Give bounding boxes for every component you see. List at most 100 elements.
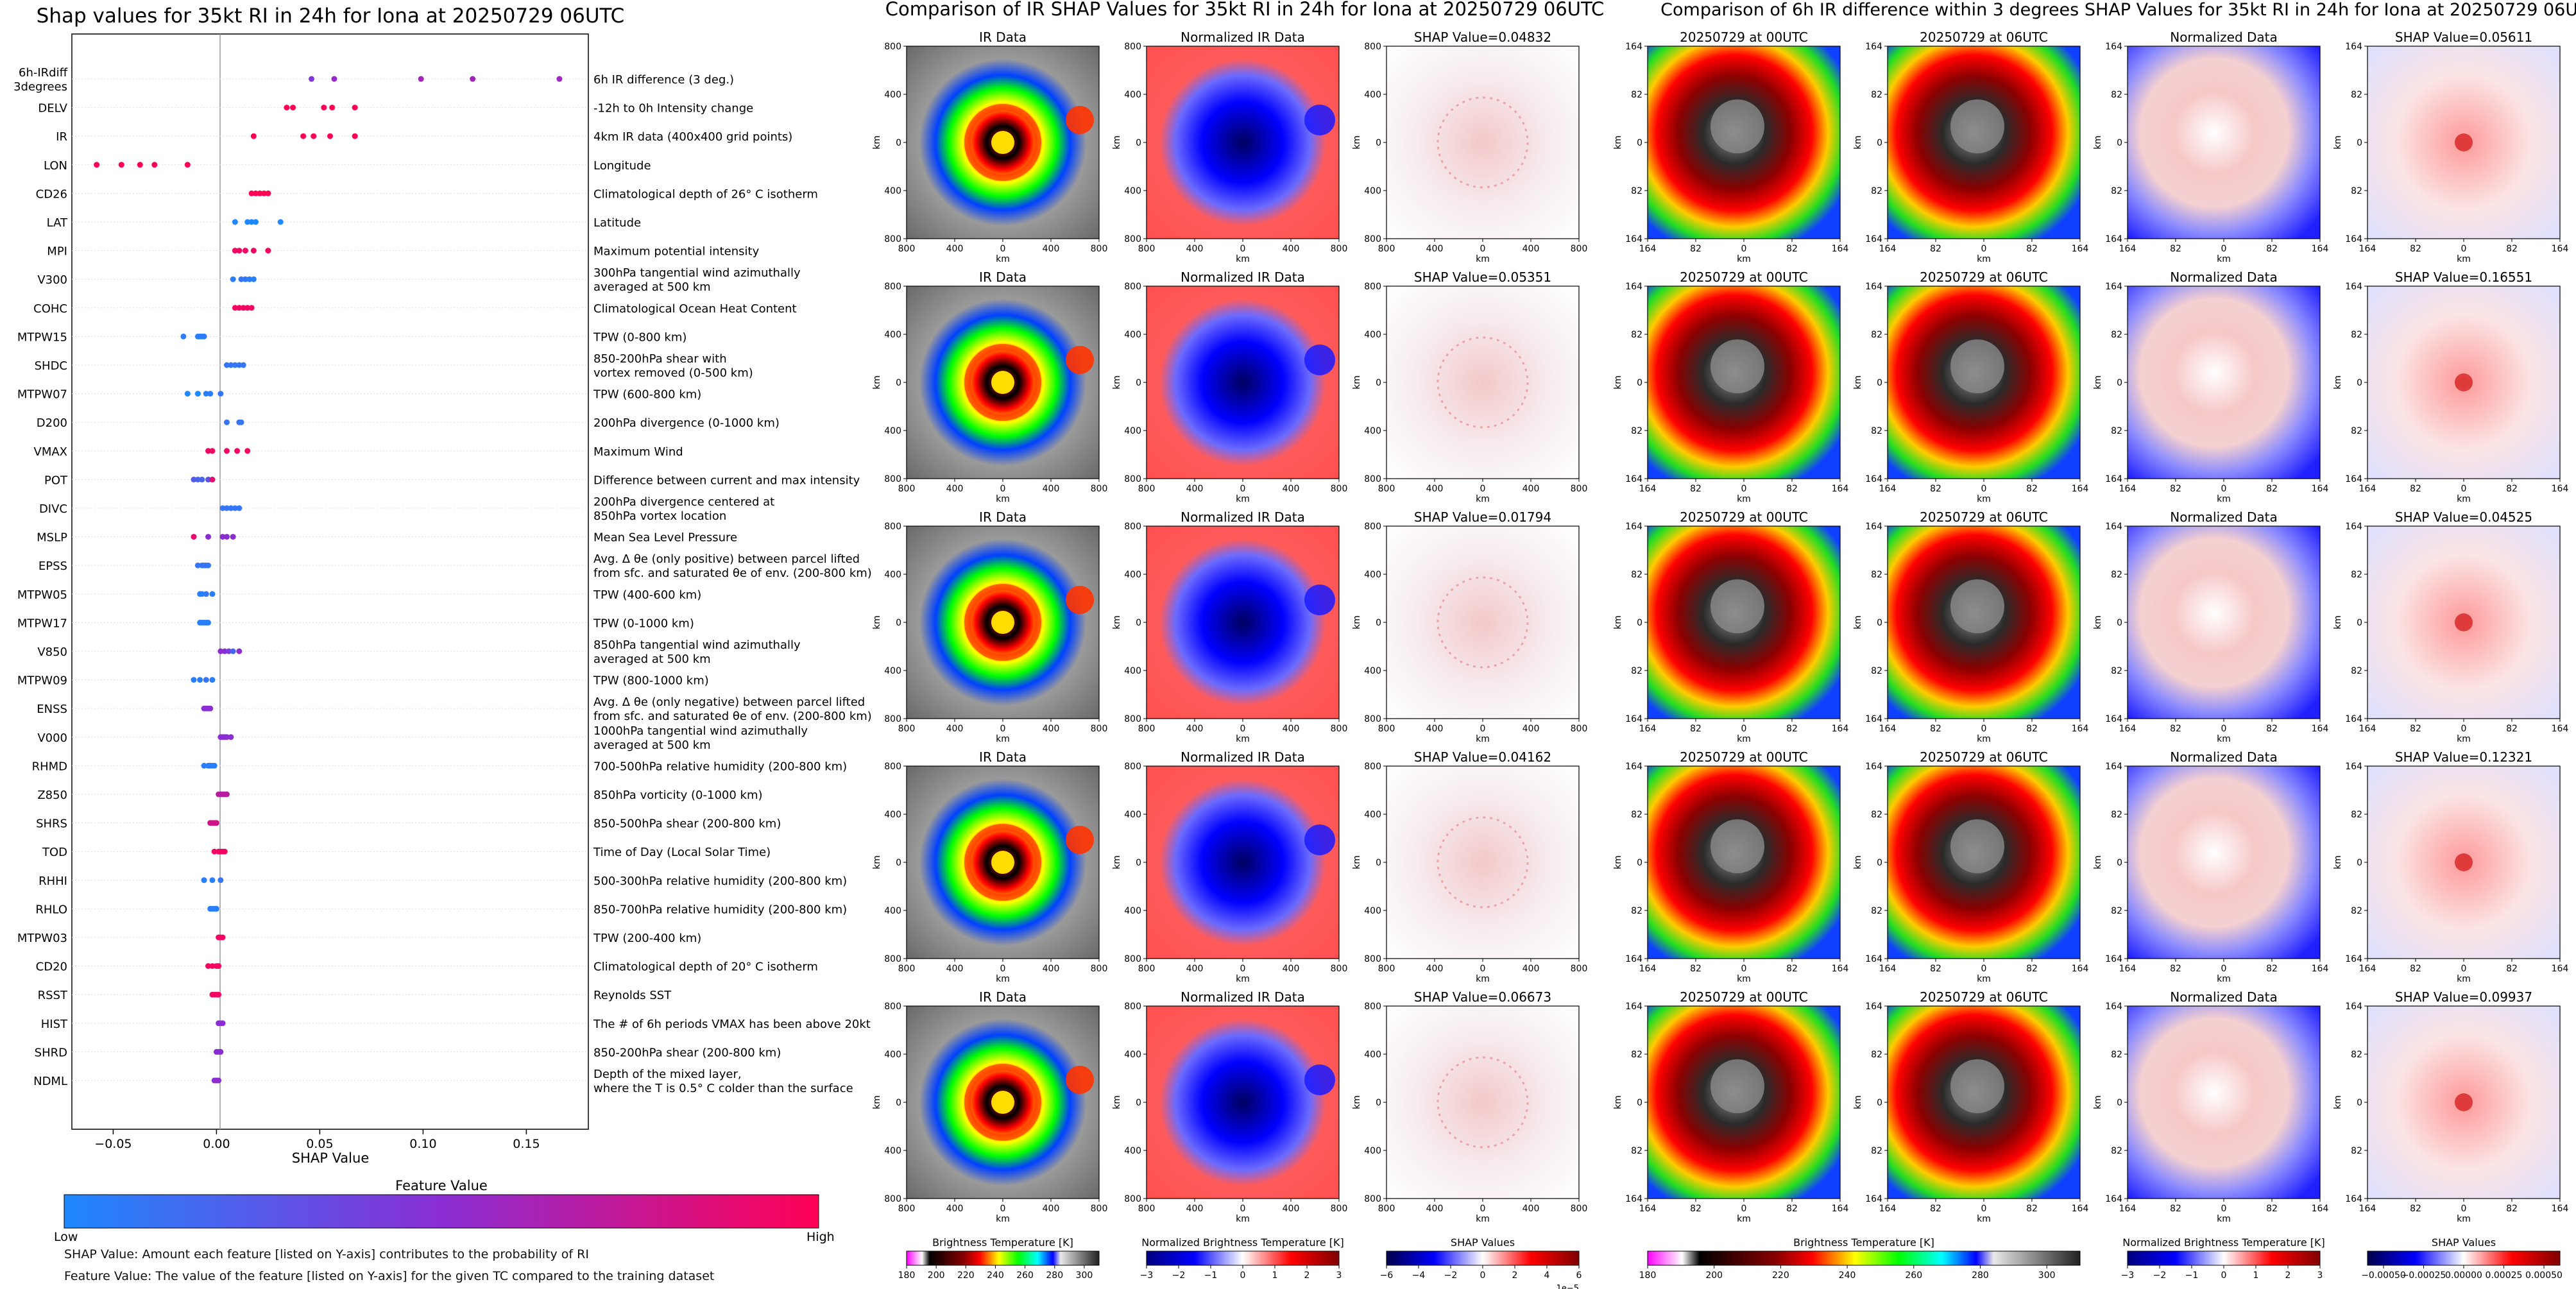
- y-tick-label: 800: [1124, 714, 1141, 724]
- y-tick-label: 164: [1865, 234, 1882, 244]
- feature-name-label: RHHI: [38, 875, 67, 888]
- x-axis-label: km: [2457, 254, 2471, 264]
- x-tick-label: 82: [2026, 964, 2038, 974]
- colorbar-tick-label: 260: [1016, 1270, 1034, 1281]
- x-tick-label: 164: [2072, 1204, 2089, 1214]
- x-tick-label: 164: [2119, 484, 2137, 494]
- y-tick-label: 0: [2117, 378, 2122, 388]
- shap-point: [207, 705, 214, 712]
- x-tick-label: 82: [1690, 244, 1702, 254]
- shap-point: [194, 391, 201, 397]
- y-tick-label: 164: [2105, 1194, 2122, 1204]
- shap-point: [244, 305, 251, 311]
- y-tick-label: 164: [1865, 1194, 1882, 1204]
- shap-point: [238, 419, 244, 425]
- ir-eyewall-band: [964, 584, 1041, 661]
- panel-title: SHAP Value=0.06673: [1414, 989, 1551, 1005]
- y-tick-label: 164: [2105, 1002, 2122, 1012]
- y-tick-label: 0: [1136, 378, 1141, 388]
- y-tick-label: 82: [1631, 906, 1642, 916]
- x-axis-label: km: [1476, 734, 1490, 744]
- feature-name-label: MTPW03: [17, 932, 67, 945]
- y-tick-label: 400: [884, 570, 901, 580]
- x-tick-label: 0.10: [409, 1137, 436, 1151]
- x-tick-label: 0: [2461, 484, 2467, 494]
- x-axis-label: km: [1977, 494, 1991, 504]
- x-tick-label: 800: [898, 484, 916, 494]
- x-tick-label: 800: [1138, 964, 1156, 974]
- y-tick-label: 82: [1871, 90, 1882, 100]
- feature-name-label: CD26: [36, 187, 67, 201]
- x-tick-label: 82: [2266, 1204, 2278, 1214]
- x-tick-label: 164: [2072, 724, 2089, 734]
- shap-x-axis: −0.05 0.00 0.05 0.10 0.15: [94, 1129, 540, 1151]
- shap-point: [232, 219, 238, 225]
- x-tick-label: 164: [2552, 484, 2569, 494]
- feature-name-label: DIVC: [39, 502, 67, 516]
- x-tick-label: 0: [2221, 964, 2227, 974]
- shap-ring: [1437, 1056, 1529, 1148]
- feature-description-label: Maximum Wind: [593, 445, 683, 459]
- shap-point: [329, 105, 336, 111]
- y-tick-label: 82: [2111, 330, 2122, 340]
- x-tick-label: 164: [2552, 1204, 2569, 1214]
- shap-point: [232, 505, 238, 511]
- x-tick-label: 164: [1639, 244, 1657, 254]
- ir-eyewall-band: [964, 824, 1041, 901]
- x-tick-label: 0.05: [306, 1137, 333, 1151]
- shap-point: [242, 276, 248, 282]
- x-tick-label: 82: [2410, 964, 2421, 974]
- y-tick-label: 82: [1871, 570, 1882, 580]
- panel-title: Normalized Data: [2170, 749, 2278, 765]
- x-tick-label: 800: [1378, 964, 1395, 974]
- feature-description-label: Longitude: [593, 159, 651, 173]
- y-tick-label: 164: [1865, 522, 1882, 532]
- colorbar: [906, 1251, 1100, 1266]
- shap-point: [194, 476, 201, 482]
- y-tick-label: 164: [2345, 1002, 2362, 1012]
- x-tick-label: 400: [1523, 484, 1540, 494]
- x-tick-label: 164: [2552, 244, 2569, 254]
- y-tick-label: 82: [2351, 810, 2362, 820]
- y-axis-label: km: [2333, 375, 2343, 389]
- feature-description-label: Avg. Δ θe (only positive) between parcel…: [593, 552, 860, 566]
- y-tick-label: 400: [1364, 810, 1381, 820]
- shap-point: [265, 190, 271, 196]
- y-axis-label: km: [1112, 135, 1122, 149]
- colorbar-tick-label: 2: [2285, 1270, 2291, 1281]
- y-tick-label: 0: [2117, 858, 2122, 868]
- y-tick-label: 400: [1364, 1146, 1381, 1156]
- shap-hotspot: [2455, 613, 2473, 631]
- x-tick-label: 164: [1832, 1204, 1849, 1214]
- colorbar-tick-label: 0: [1480, 1270, 1486, 1281]
- y-tick-label: 164: [2345, 762, 2362, 772]
- feature-description-label: vortex removed (0-500 km): [593, 366, 753, 380]
- y-tick-label: 164: [1625, 1194, 1642, 1204]
- y-tick-label: 0: [2117, 138, 2122, 148]
- x-axis-label: km: [1236, 494, 1250, 504]
- shap-point: [218, 391, 224, 397]
- x-tick-label: 0: [1480, 964, 1486, 974]
- shap-point: [209, 591, 216, 597]
- x-axis-label: km: [1977, 974, 1991, 984]
- y-tick-label: 400: [1124, 906, 1141, 916]
- x-tick-label: 164: [1639, 1204, 1657, 1214]
- shap-point: [137, 162, 143, 168]
- y-axis-label: km: [1853, 855, 1863, 869]
- x-tick-label: 0: [1981, 244, 1987, 254]
- shap-point: [199, 476, 205, 482]
- feature-description-label: from sfc. and saturated θe of env. (200-…: [593, 567, 872, 580]
- x-tick-label: 164: [2359, 964, 2376, 974]
- panel-title: Normalized IR Data: [1181, 509, 1305, 525]
- y-tick-label: 164: [2105, 522, 2122, 532]
- y-tick-label: 400: [1124, 90, 1141, 100]
- colorbar-tick-label: −3: [2121, 1270, 2135, 1281]
- y-tick-label: 82: [2111, 810, 2122, 820]
- panel-title: IR Data: [979, 989, 1027, 1005]
- y-tick-label: 0: [2117, 1098, 2122, 1108]
- ir-secondary-storm: [1066, 106, 1094, 134]
- y-tick-label: 82: [1631, 570, 1642, 580]
- y-tick-label: 800: [1364, 282, 1381, 292]
- feature-name-label: POT: [44, 474, 68, 487]
